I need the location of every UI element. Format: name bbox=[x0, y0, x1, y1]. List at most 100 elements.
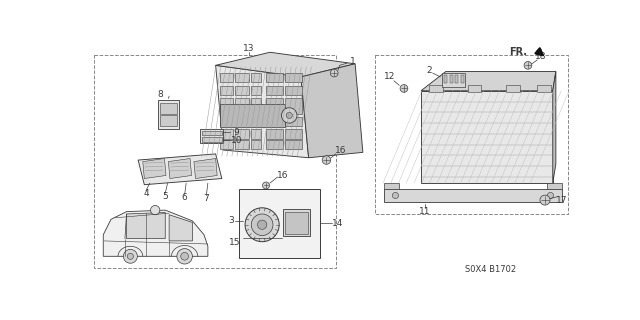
Bar bbox=[220, 73, 234, 82]
Bar bbox=[160, 103, 177, 114]
Text: 16: 16 bbox=[277, 171, 289, 180]
Polygon shape bbox=[421, 91, 553, 183]
Circle shape bbox=[150, 205, 160, 215]
Bar bbox=[384, 189, 562, 202]
Bar bbox=[235, 86, 249, 95]
Text: 10: 10 bbox=[231, 136, 243, 145]
Bar bbox=[250, 117, 261, 126]
Circle shape bbox=[330, 69, 338, 77]
Bar bbox=[220, 129, 234, 139]
Bar bbox=[266, 129, 283, 139]
Text: 4: 4 bbox=[143, 189, 148, 198]
Bar bbox=[250, 86, 261, 95]
Bar bbox=[220, 117, 234, 126]
Bar bbox=[266, 140, 283, 149]
Circle shape bbox=[245, 208, 279, 242]
Text: 14: 14 bbox=[332, 219, 343, 228]
Circle shape bbox=[282, 108, 297, 123]
Bar bbox=[202, 131, 222, 135]
Circle shape bbox=[124, 249, 138, 263]
Bar bbox=[467, 84, 481, 92]
Bar bbox=[200, 129, 223, 143]
Polygon shape bbox=[194, 158, 217, 179]
Bar bbox=[461, 75, 463, 83]
Text: 12: 12 bbox=[384, 72, 396, 81]
Text: 8: 8 bbox=[157, 90, 163, 99]
Bar bbox=[537, 84, 551, 92]
Polygon shape bbox=[103, 210, 208, 256]
Circle shape bbox=[547, 192, 554, 198]
Circle shape bbox=[540, 195, 550, 205]
Bar bbox=[285, 99, 301, 114]
Polygon shape bbox=[553, 71, 556, 183]
Bar bbox=[250, 73, 261, 82]
Polygon shape bbox=[127, 212, 165, 239]
Bar bbox=[442, 73, 465, 87]
Bar bbox=[220, 140, 234, 149]
Bar bbox=[220, 104, 285, 127]
Polygon shape bbox=[216, 65, 308, 158]
Bar bbox=[285, 140, 301, 149]
Bar bbox=[455, 75, 458, 83]
Bar bbox=[384, 183, 399, 189]
Text: FR.: FR. bbox=[509, 47, 527, 57]
Polygon shape bbox=[216, 52, 355, 77]
Circle shape bbox=[392, 192, 399, 198]
Bar bbox=[266, 117, 283, 126]
Bar bbox=[202, 137, 222, 141]
Text: 15: 15 bbox=[229, 238, 241, 247]
Bar bbox=[285, 73, 301, 82]
Circle shape bbox=[262, 182, 269, 189]
Bar bbox=[285, 212, 308, 234]
Polygon shape bbox=[169, 215, 193, 241]
Bar bbox=[250, 140, 261, 149]
Circle shape bbox=[127, 253, 134, 260]
Bar bbox=[285, 129, 301, 139]
Bar bbox=[283, 209, 310, 236]
Bar bbox=[285, 117, 301, 126]
Text: 17: 17 bbox=[556, 196, 568, 204]
Bar bbox=[235, 99, 249, 114]
Bar bbox=[285, 86, 301, 95]
Bar bbox=[266, 73, 283, 82]
Bar bbox=[444, 75, 447, 83]
Circle shape bbox=[322, 156, 331, 164]
Bar bbox=[157, 100, 179, 129]
Circle shape bbox=[180, 252, 189, 260]
Polygon shape bbox=[143, 158, 166, 179]
Circle shape bbox=[286, 112, 292, 118]
Text: 5: 5 bbox=[163, 192, 168, 201]
Text: 3: 3 bbox=[228, 216, 234, 225]
Bar bbox=[250, 99, 261, 114]
Bar bbox=[235, 140, 249, 149]
Circle shape bbox=[524, 61, 532, 69]
Text: 6: 6 bbox=[182, 193, 188, 202]
Circle shape bbox=[400, 84, 408, 92]
Polygon shape bbox=[301, 64, 363, 158]
Polygon shape bbox=[168, 158, 191, 179]
Text: 7: 7 bbox=[204, 194, 209, 203]
Text: 13: 13 bbox=[243, 44, 255, 53]
Circle shape bbox=[257, 220, 267, 229]
Bar bbox=[266, 99, 283, 114]
Text: 18: 18 bbox=[534, 52, 546, 61]
Polygon shape bbox=[138, 154, 222, 185]
Bar bbox=[506, 84, 520, 92]
Text: 9: 9 bbox=[233, 128, 239, 137]
Bar bbox=[220, 86, 234, 95]
Text: 11: 11 bbox=[419, 207, 431, 216]
Text: 1: 1 bbox=[350, 57, 356, 66]
Polygon shape bbox=[421, 71, 556, 91]
Bar bbox=[429, 84, 443, 92]
Bar bbox=[235, 129, 249, 139]
Text: 2: 2 bbox=[426, 66, 431, 75]
Bar bbox=[239, 188, 320, 258]
Circle shape bbox=[177, 249, 193, 264]
Circle shape bbox=[252, 214, 273, 236]
Bar bbox=[547, 183, 562, 189]
Bar bbox=[160, 116, 177, 126]
Bar bbox=[235, 73, 249, 82]
Text: S0X4 B1702: S0X4 B1702 bbox=[465, 265, 516, 274]
Text: 16: 16 bbox=[335, 146, 347, 155]
Bar bbox=[450, 75, 452, 83]
